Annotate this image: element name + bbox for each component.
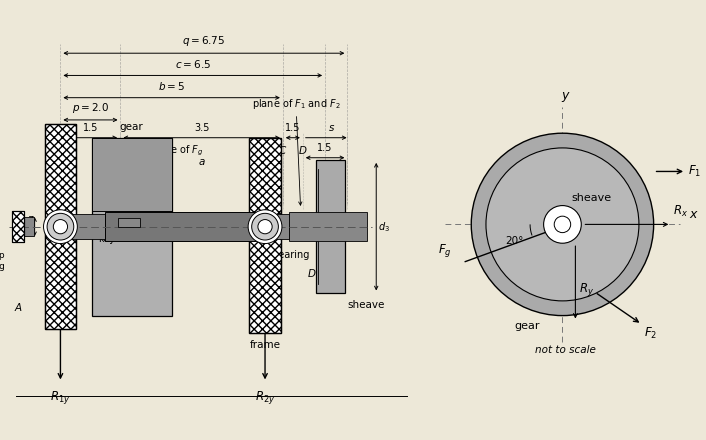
- Circle shape: [248, 210, 282, 244]
- Text: $B$: $B$: [116, 144, 125, 156]
- Text: sheave: sheave: [347, 300, 385, 310]
- Text: 1.5: 1.5: [285, 123, 301, 133]
- Text: bearing: bearing: [272, 250, 309, 260]
- Text: 3.5: 3.5: [194, 123, 210, 133]
- Text: $d_1$: $d_1$: [163, 220, 175, 234]
- Bar: [45, 125, 76, 329]
- Circle shape: [44, 210, 78, 244]
- Text: gear: gear: [120, 122, 143, 132]
- Bar: [249, 138, 280, 334]
- Bar: [11, 211, 24, 242]
- Text: $F_g$: $F_g$: [438, 242, 452, 259]
- Text: $R_{1y}$: $R_{1y}$: [50, 389, 71, 406]
- Text: $d_0$: $d_0$: [78, 220, 90, 234]
- Text: frame: frame: [249, 340, 280, 350]
- Text: 6: 6: [16, 229, 23, 239]
- Text: $B$: $B$: [116, 192, 124, 205]
- Text: $q = 6.75$: $q = 6.75$: [182, 34, 225, 48]
- Bar: [105, 212, 265, 242]
- Text: 6: 6: [307, 229, 313, 239]
- Text: $D$: $D$: [298, 144, 308, 156]
- Bar: [11, 211, 24, 242]
- Bar: [71, 214, 105, 239]
- Circle shape: [486, 148, 639, 301]
- Text: $b = 5$: $b = 5$: [158, 81, 185, 92]
- Bar: [92, 138, 172, 315]
- Text: $R_{2y}$: $R_{2y}$: [255, 389, 275, 406]
- Text: $d_2$: $d_2$: [226, 220, 237, 234]
- Text: $a$: $a$: [198, 157, 205, 167]
- Text: 20°: 20°: [505, 236, 523, 246]
- Text: $F_1$: $F_1$: [688, 164, 701, 179]
- Text: not to scale: not to scale: [535, 345, 596, 355]
- Text: $D$: $D$: [307, 267, 316, 279]
- Text: $d_2$: $d_2$: [18, 220, 30, 234]
- Circle shape: [47, 213, 74, 240]
- Text: $C$: $C$: [254, 251, 263, 263]
- Text: $A$: $A$: [56, 144, 65, 156]
- Text: snap
ring: snap ring: [0, 251, 5, 271]
- Circle shape: [54, 220, 68, 234]
- Circle shape: [258, 220, 272, 234]
- Circle shape: [252, 213, 278, 240]
- Text: plane of $F_1$ and $F_2$: plane of $F_1$ and $F_2$: [252, 97, 340, 205]
- Circle shape: [544, 205, 581, 243]
- Text: $p = 2.0$: $p = 2.0$: [72, 101, 109, 114]
- Bar: [316, 160, 345, 293]
- Text: key: key: [97, 234, 114, 244]
- Bar: [92, 138, 172, 211]
- Text: gear: gear: [515, 321, 540, 330]
- Bar: [11, 217, 34, 236]
- Text: sheave: sheave: [572, 193, 612, 203]
- Circle shape: [554, 216, 570, 233]
- Text: $F_2$: $F_2$: [644, 326, 657, 341]
- Bar: [265, 214, 289, 239]
- Bar: [289, 212, 367, 242]
- Text: $C$: $C$: [278, 144, 287, 156]
- Text: $R_x$: $R_x$: [673, 203, 688, 219]
- Text: 1.5: 1.5: [83, 123, 98, 133]
- Text: $x$: $x$: [689, 208, 699, 221]
- Text: $s$: $s$: [328, 123, 335, 133]
- Circle shape: [472, 133, 654, 315]
- Text: $y$: $y$: [561, 90, 571, 104]
- Text: $R_y$: $R_y$: [579, 281, 594, 297]
- Bar: [45, 125, 76, 329]
- Bar: [249, 138, 280, 334]
- Text: 1.5: 1.5: [318, 143, 333, 153]
- Bar: [119, 218, 140, 227]
- Text: $z$: $z$: [27, 214, 35, 224]
- Text: plane of $F_g$: plane of $F_g$: [136, 143, 203, 193]
- Text: $d_3$: $d_3$: [378, 220, 390, 234]
- Text: $A$: $A$: [13, 301, 23, 313]
- Text: $c = 6.5$: $c = 6.5$: [174, 58, 211, 70]
